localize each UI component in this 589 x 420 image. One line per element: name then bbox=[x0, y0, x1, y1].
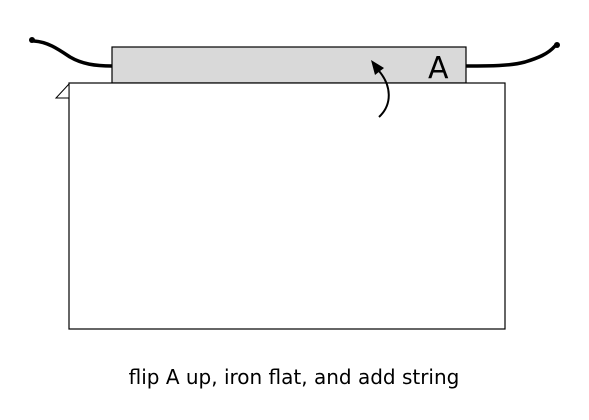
string-right-end-icon bbox=[554, 42, 560, 48]
caption: flip A up, iron flat, and add string bbox=[129, 365, 460, 389]
string-left-icon bbox=[32, 39, 114, 68]
flap-label: A bbox=[428, 51, 449, 86]
string-left-end-icon bbox=[29, 37, 35, 43]
arrowhead-icon bbox=[371, 60, 384, 75]
folded-corner-icon bbox=[54, 82, 70, 99]
string-right-icon bbox=[465, 44, 557, 68]
fabric-sheet bbox=[68, 82, 506, 330]
flap-a bbox=[111, 46, 467, 84]
curved-arrow-up-icon bbox=[378, 70, 390, 118]
